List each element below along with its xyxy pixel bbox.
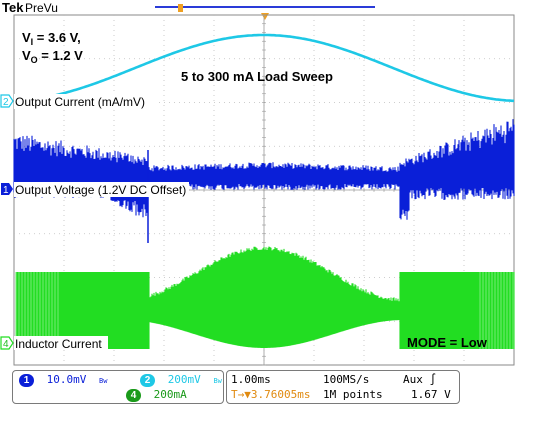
record-window-marker	[178, 4, 183, 12]
svg-text:2: 2	[3, 97, 9, 108]
brand-logo: Tek	[2, 0, 24, 15]
ch4-badge: 4	[126, 389, 141, 402]
acquisition-mode: PreVu	[25, 1, 58, 15]
load-sweep-trace	[14, 33, 514, 103]
vi-annotation: VI = 3.6 V,	[22, 30, 81, 47]
trigger-source: Aux	[403, 373, 423, 386]
output-current-trace	[13, 119, 515, 243]
ch2-scale: 200mV	[167, 373, 201, 386]
mode-annotation: MODE = Low	[407, 335, 488, 350]
trigger-position: T→▼3.76005ms	[231, 388, 311, 401]
trigger-slope-icon: ∫	[429, 373, 437, 386]
output-current-envelope	[13, 119, 515, 220]
ch2-badge: 2	[140, 374, 156, 387]
status-bar: 1 10.0mV Bw 2 200mV Bw 4 200mA 1.00ms 10…	[12, 370, 460, 404]
ch2-trace-label: Output Current (mA/mV)	[15, 95, 145, 109]
ch4-trace-label: Inductor Current	[15, 337, 102, 351]
ch1-scale: 10.0mV	[46, 373, 87, 386]
ch1-trace-label: Output Voltage (1.2V DC Offset)	[15, 183, 186, 197]
svg-text:4: 4	[3, 339, 9, 350]
ch1-bandwidth: Bw	[99, 377, 108, 385]
inductor-current-trace	[15, 246, 515, 349]
inductor-current-envelope	[15, 246, 515, 349]
svg-text:1: 1	[3, 185, 9, 196]
sample-rate: 100MS/s	[323, 373, 370, 386]
channel-settings-panel[interactable]: 1 10.0mV Bw 2 200mV Bw 4 200mA	[12, 370, 224, 404]
timebase: 1.00ms	[231, 373, 271, 386]
ch4-marker: 4	[0, 336, 14, 350]
timebase-panel[interactable]: 1.00ms 100MS/s Aux ∫ T→▼3.76005ms 1M poi…	[226, 370, 460, 404]
record-length: 1M points	[323, 388, 383, 401]
trigger-level: 1.67 V	[411, 388, 451, 401]
ch1-marker: 1	[1, 183, 13, 196]
ch2-marker: 2	[0, 94, 14, 108]
ch1-badge: 1	[19, 374, 34, 387]
load-sweep-annotation: 5 to 300 mA Load Sweep	[181, 69, 333, 84]
vo-annotation: VO = 1.2 V	[22, 48, 83, 65]
trigger-position-marker	[261, 13, 269, 20]
ch4-scale: 200mA	[153, 388, 187, 401]
ch2-bandwidth: Bw	[213, 377, 222, 385]
